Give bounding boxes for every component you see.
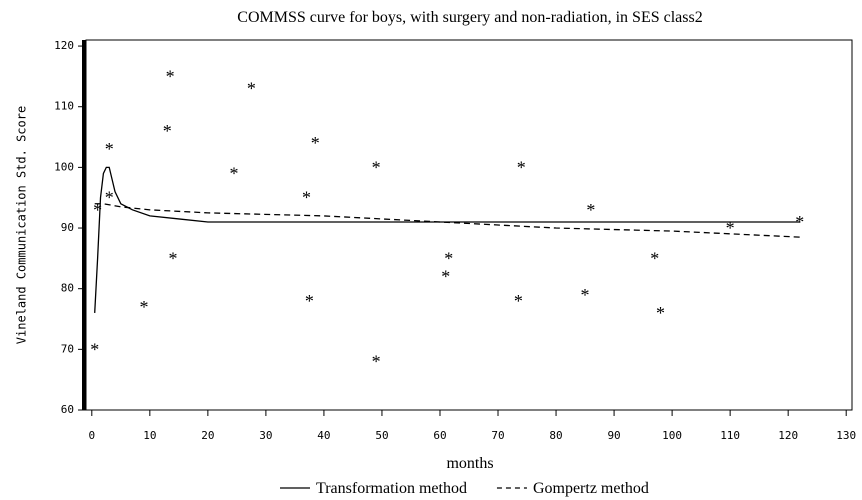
x-tick-label: 20 (201, 429, 214, 442)
data-point: * (372, 351, 381, 371)
data-point: * (656, 303, 665, 323)
x-tick-label: 10 (143, 429, 156, 442)
data-point: * (166, 66, 175, 86)
y-tick-label: 90 (61, 221, 74, 234)
data-point: * (441, 267, 450, 287)
data-point: * (229, 163, 238, 183)
data-point: * (163, 121, 172, 141)
data-point: * (302, 188, 311, 208)
x-tick-label: 50 (375, 429, 388, 442)
y-tick-label: 70 (61, 342, 74, 355)
data-point: * (305, 291, 314, 311)
x-tick-label: 130 (836, 429, 856, 442)
data-point: * (105, 139, 114, 159)
x-tick-label: 0 (88, 429, 95, 442)
data-point: * (444, 248, 453, 268)
data-point: * (105, 188, 114, 208)
data-point: * (517, 157, 526, 177)
plot-frame (85, 39, 853, 411)
x-tick-label: 40 (317, 429, 330, 442)
x-tick-label: 30 (259, 429, 272, 442)
data-point: * (795, 212, 804, 232)
x-tick-label: 120 (778, 429, 798, 442)
data-point: * (169, 248, 178, 268)
legend-label: Gompertz method (533, 480, 649, 497)
y-tick-label: 110 (54, 100, 74, 113)
series-line (94, 203, 800, 238)
data-point: * (372, 157, 381, 177)
x-tick-label: 70 (491, 429, 504, 442)
data-point: * (586, 200, 595, 220)
data-point: * (514, 291, 523, 311)
x-tick-label: 110 (720, 429, 740, 442)
y-axis-label: Vineland Communication Std. Score (15, 106, 29, 344)
data-point: * (726, 218, 735, 238)
x-axis-label: months (446, 455, 493, 472)
data-point: * (140, 297, 149, 317)
y-tick-label: 100 (54, 160, 74, 173)
data-point: * (93, 200, 102, 220)
data-point: * (247, 79, 256, 99)
y-tick-label: 80 (61, 282, 74, 295)
data-point: * (581, 285, 590, 305)
x-tick-label: 80 (549, 429, 562, 442)
x-tick-label: 90 (607, 429, 620, 442)
series-line (94, 166, 800, 313)
x-tick-label: 100 (662, 429, 682, 442)
y-tick-label: 120 (54, 39, 74, 52)
data-point: * (650, 248, 659, 268)
chart-title: COMMSS curve for boys, with surgery and … (237, 9, 702, 26)
data-point: * (311, 133, 320, 153)
legend-label: Transformation method (316, 480, 467, 497)
x-tick-label: 60 (433, 429, 446, 442)
data-point: * (90, 339, 99, 359)
y-tick-label: 60 (61, 403, 74, 416)
